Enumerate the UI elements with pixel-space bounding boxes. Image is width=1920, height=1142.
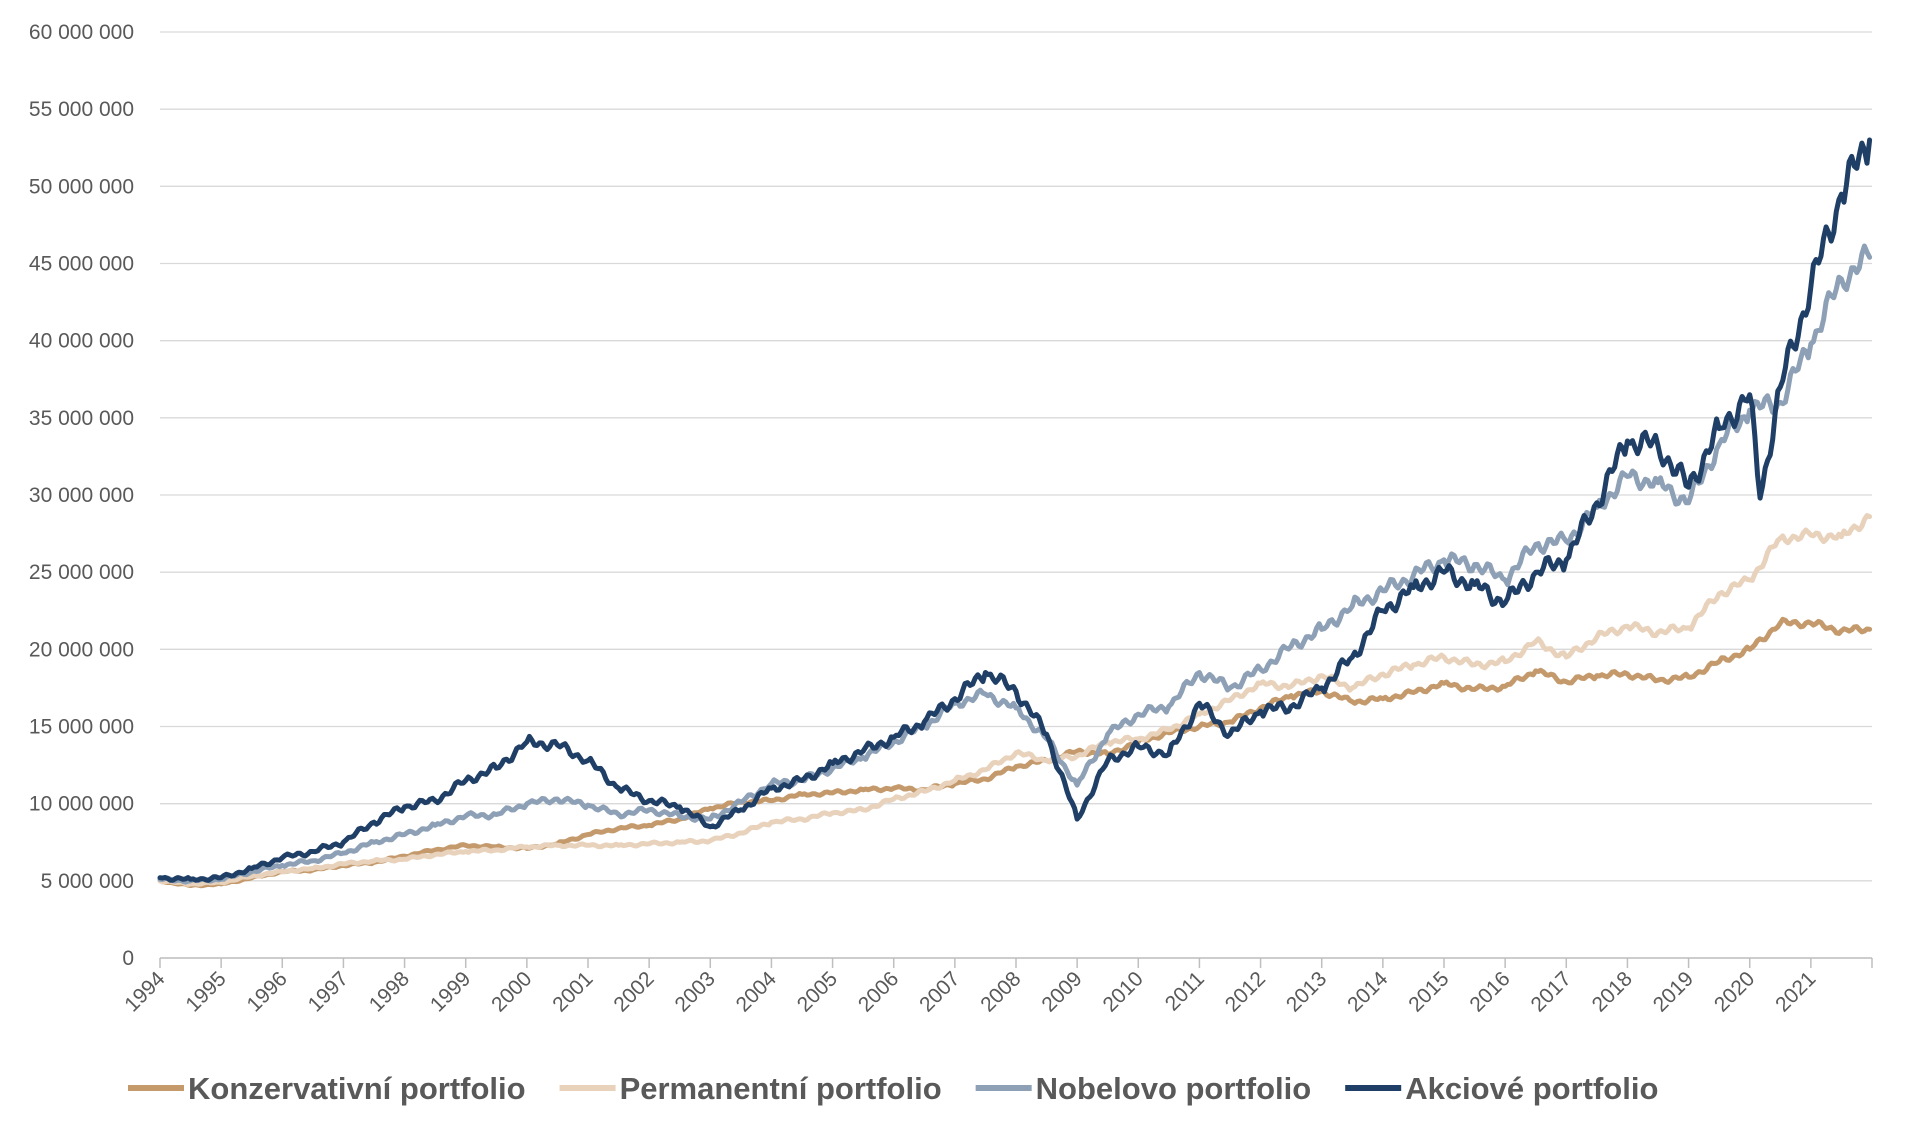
- y-tick-label: 40 000 000: [29, 330, 134, 353]
- x-tick-label: 2004: [732, 967, 782, 1017]
- x-tick-label: 2013: [1282, 967, 1331, 1016]
- x-tick-label: 2011: [1161, 967, 1209, 1015]
- x-tick-label: 2020: [1710, 967, 1759, 1016]
- x-tick-label: 2014: [1343, 967, 1393, 1017]
- x-tick-label: 2017: [1527, 967, 1576, 1016]
- series-line-1: [157, 616, 1873, 889]
- legend-label: Konzervativní portfolio: [188, 1071, 526, 1106]
- y-axis: 0 5 000 000 10 000 000 15 000 000 20 000 000…: [29, 21, 134, 970]
- x-tick-label: 2000: [487, 967, 536, 1016]
- x-tick-label: 2021: [1771, 967, 1820, 1016]
- x-tick-label: 2003: [671, 967, 720, 1016]
- gridlines: [160, 31, 1872, 959]
- x-tick-label: 1996: [243, 967, 292, 1016]
- y-tick-label: 55 000 000: [29, 98, 134, 121]
- x-tick-label: 2002: [609, 967, 658, 1016]
- x-tick-label: 2012: [1221, 967, 1270, 1016]
- x-tick-label: 2005: [793, 967, 842, 1016]
- legend-label: Akciové portfolio: [1405, 1071, 1658, 1106]
- x-tick-label: 1994: [120, 967, 170, 1017]
- x-tick-label: 1999: [426, 967, 475, 1016]
- x-tick-label: 1998: [365, 967, 414, 1016]
- y-tick-label: 10 000 000: [29, 793, 134, 816]
- y-tick-label: 60 000 000: [29, 21, 134, 44]
- series-line-4: [157, 137, 1873, 883]
- x-tick-label: 1997: [304, 967, 353, 1016]
- series-lines: [157, 137, 1873, 889]
- y-tick-label: 15 000 000: [29, 716, 134, 739]
- x-tick-label: 1995: [181, 967, 230, 1016]
- x-tick-label: 2010: [1099, 967, 1148, 1016]
- x-tick-label: 2019: [1649, 967, 1698, 1016]
- y-tick-label: 20 000 000: [29, 638, 134, 661]
- x-tick-label: 2009: [1037, 967, 1086, 1016]
- y-tick-label: 30 000 000: [29, 484, 134, 507]
- x-tick-label: 2018: [1588, 967, 1637, 1016]
- y-tick-label: 0: [122, 947, 134, 970]
- y-tick-label: 5 000 000: [41, 870, 134, 893]
- legend: Konzervativní portfolio Permanentní portf…: [128, 1071, 1658, 1106]
- series-line-2: [157, 513, 1873, 887]
- x-axis: 1994 1995 1996 1997 1998 1999 2000 2001 2002 2003…: [120, 957, 1873, 1017]
- x-tick-label: 2008: [976, 967, 1025, 1016]
- x-tick-label: 2015: [1404, 967, 1453, 1016]
- y-tick-label: 45 000 000: [29, 253, 134, 276]
- series-line-3: [157, 243, 1873, 885]
- y-tick-label: 50 000 000: [29, 175, 134, 198]
- x-tick-label: 2006: [854, 967, 903, 1016]
- legend-label: Permanentní portfolio: [620, 1071, 942, 1106]
- legend-label: Nobelovo portfolio: [1036, 1071, 1312, 1106]
- x-tick-label: 2001: [548, 967, 597, 1016]
- y-tick-label: 25 000 000: [29, 561, 134, 584]
- y-tick-label: 35 000 000: [29, 407, 134, 430]
- x-tick-label: 2016: [1465, 967, 1514, 1016]
- x-tick-label: 2007: [915, 967, 964, 1016]
